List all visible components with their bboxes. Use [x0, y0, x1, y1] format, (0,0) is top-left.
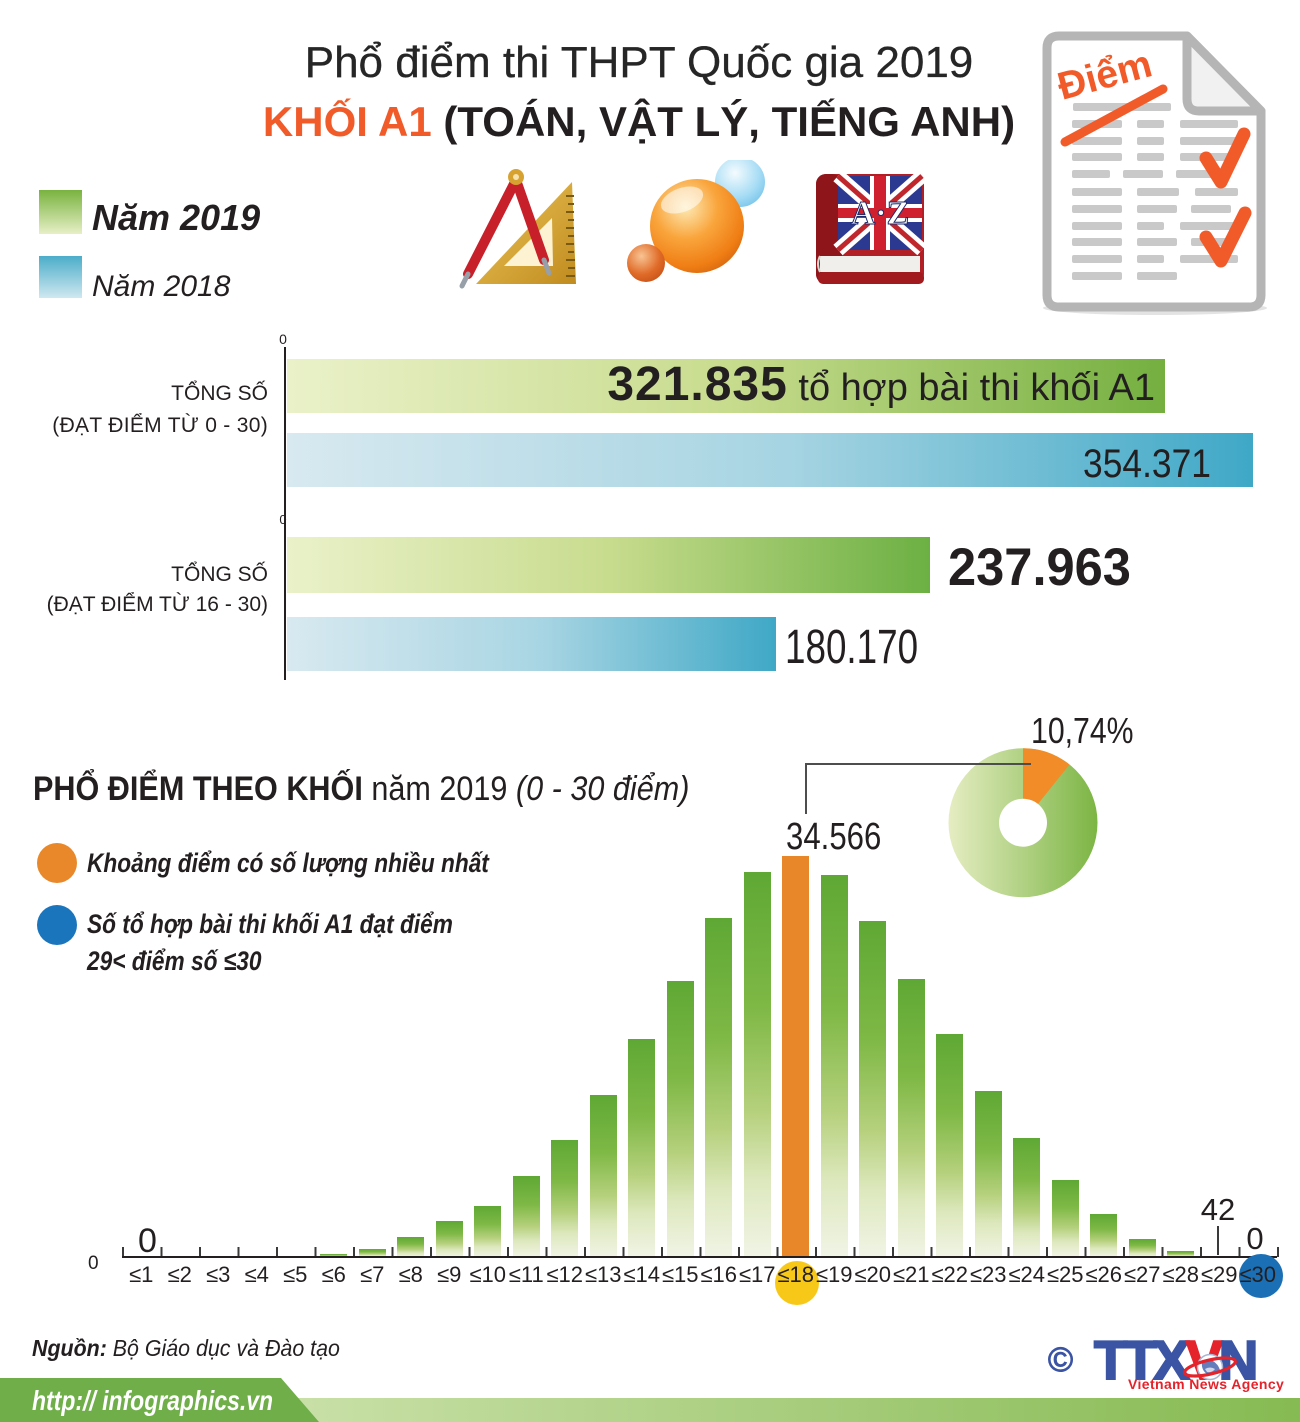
svg-text:A·Z: A·Z: [851, 195, 910, 232]
